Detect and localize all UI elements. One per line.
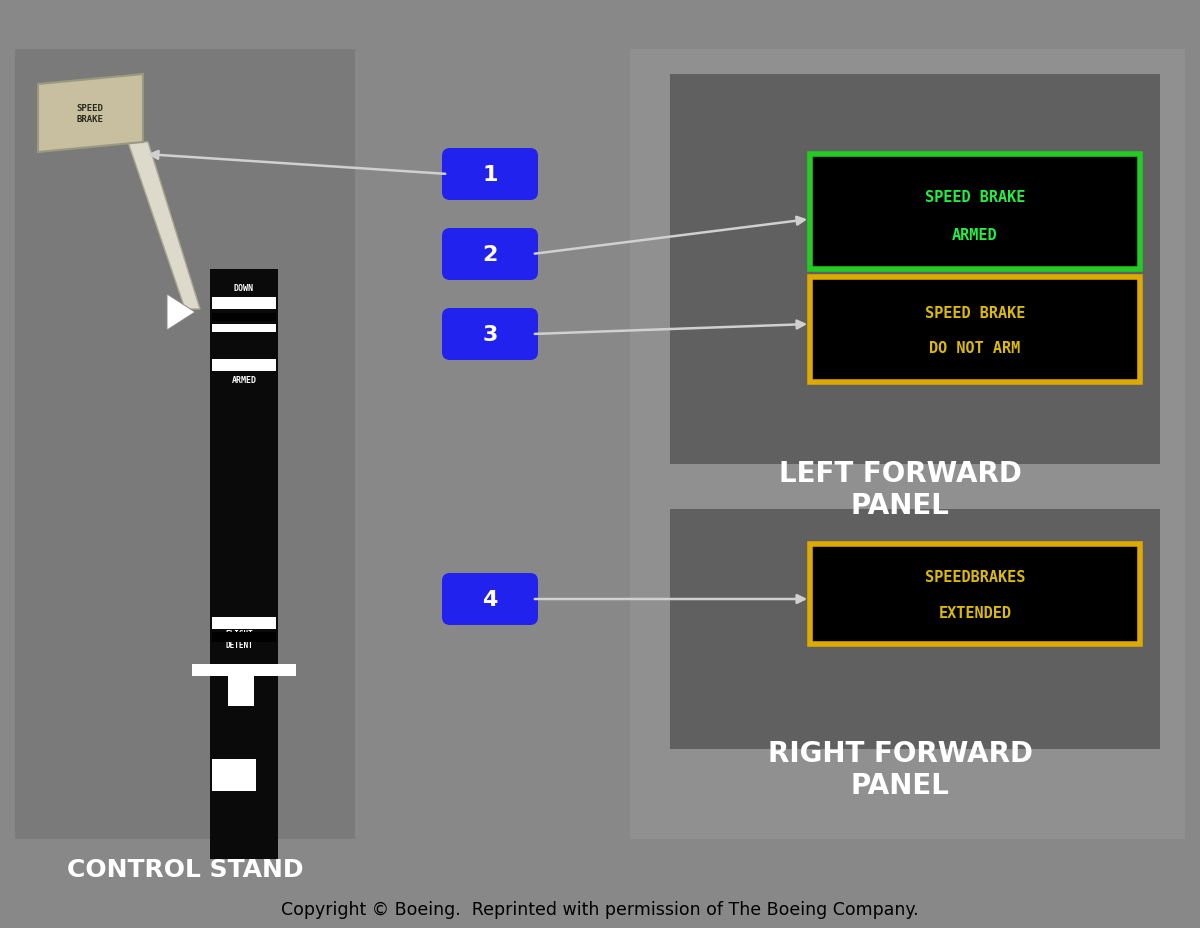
Bar — [670, 509, 1160, 749]
Polygon shape — [167, 295, 194, 330]
Polygon shape — [128, 143, 200, 310]
Text: 4: 4 — [482, 589, 498, 610]
Bar — [670, 75, 1160, 465]
Text: 2: 2 — [482, 245, 498, 264]
Text: SPEED BRAKE: SPEED BRAKE — [925, 305, 1025, 320]
Bar — [630, 50, 1186, 839]
Text: UP: UP — [239, 780, 250, 789]
Text: SPEED
BRAKE: SPEED BRAKE — [77, 104, 103, 123]
Bar — [212, 360, 276, 371]
Bar — [212, 617, 276, 629]
Bar — [192, 664, 296, 677]
Bar — [210, 270, 278, 859]
Text: 1: 1 — [482, 165, 498, 185]
Text: SPEEDBRAKES: SPEEDBRAKES — [925, 569, 1025, 584]
Text: ARMED: ARMED — [232, 375, 257, 384]
Bar — [212, 632, 276, 642]
FancyBboxPatch shape — [442, 309, 538, 361]
Text: EXTENDED: EXTENDED — [938, 605, 1012, 620]
Polygon shape — [38, 75, 143, 153]
Text: CONTROL STAND: CONTROL STAND — [67, 857, 304, 881]
Text: RIGHT FORWARD
PANEL: RIGHT FORWARD PANEL — [768, 739, 1032, 799]
Bar — [212, 759, 256, 792]
Text: ARMED: ARMED — [952, 227, 998, 242]
Bar — [212, 325, 276, 332]
Bar — [212, 314, 276, 322]
Bar — [228, 677, 254, 706]
Text: DOWN: DOWN — [234, 283, 254, 292]
Bar — [810, 155, 1140, 270]
Text: 3: 3 — [482, 325, 498, 344]
Bar — [810, 545, 1140, 644]
Bar — [212, 298, 276, 310]
FancyBboxPatch shape — [442, 574, 538, 625]
Text: FLIGHT
DETENT: FLIGHT DETENT — [226, 629, 253, 649]
FancyBboxPatch shape — [442, 229, 538, 280]
Text: Copyright © Boeing.  Reprinted with permission of The Boeing Company.: Copyright © Boeing. Reprinted with permi… — [281, 900, 919, 918]
Text: SPEED BRAKE: SPEED BRAKE — [925, 189, 1025, 204]
Text: LEFT FORWARD
PANEL: LEFT FORWARD PANEL — [779, 459, 1021, 520]
Bar — [810, 277, 1140, 382]
FancyBboxPatch shape — [442, 148, 538, 200]
Text: DO NOT ARM: DO NOT ARM — [929, 341, 1021, 355]
Bar — [14, 50, 355, 839]
